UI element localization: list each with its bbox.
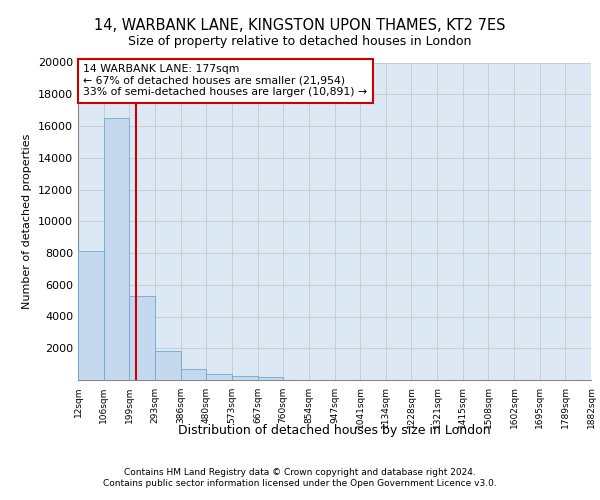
Text: 854sqm: 854sqm [304, 386, 313, 422]
Text: 1415sqm: 1415sqm [458, 386, 467, 428]
Bar [78, 252, 104, 380]
Text: 1321sqm: 1321sqm [433, 386, 442, 428]
Text: 12sqm: 12sqm [74, 386, 83, 417]
Text: 14, WARBANK LANE, KINGSTON UPON THAMES, KT2 7ES: 14, WARBANK LANE, KINGSTON UPON THAMES, … [94, 18, 506, 32]
Text: 293sqm: 293sqm [151, 386, 160, 422]
Bar [257, 376, 283, 380]
Text: 14 WARBANK LANE: 177sqm
← 67% of detached houses are smaller (21,954)
33% of sem: 14 WARBANK LANE: 177sqm ← 67% of detache… [83, 64, 367, 98]
Text: 667sqm: 667sqm [253, 386, 262, 422]
Text: 199sqm: 199sqm [125, 386, 134, 422]
Text: 1041sqm: 1041sqm [356, 386, 365, 428]
Text: Size of property relative to detached houses in London: Size of property relative to detached ho… [128, 35, 472, 48]
Bar [104, 118, 130, 380]
Bar [181, 369, 206, 380]
Text: 760sqm: 760sqm [279, 386, 288, 422]
Bar [130, 296, 155, 380]
Text: 1134sqm: 1134sqm [382, 386, 391, 428]
X-axis label: Distribution of detached houses by size in London: Distribution of detached houses by size … [178, 424, 491, 437]
Text: 1508sqm: 1508sqm [484, 386, 493, 428]
Y-axis label: Number of detached properties: Number of detached properties [22, 134, 32, 309]
Text: 1228sqm: 1228sqm [407, 386, 416, 428]
Bar [232, 376, 257, 380]
Bar [155, 352, 181, 380]
Text: 1602sqm: 1602sqm [509, 386, 518, 428]
Text: 1695sqm: 1695sqm [535, 386, 544, 428]
Text: Contains HM Land Registry data © Crown copyright and database right 2024.
Contai: Contains HM Land Registry data © Crown c… [103, 468, 497, 487]
Text: 947sqm: 947sqm [330, 386, 339, 422]
Bar [206, 374, 232, 380]
Text: 386sqm: 386sqm [176, 386, 185, 422]
Text: 480sqm: 480sqm [202, 386, 211, 422]
Text: 573sqm: 573sqm [227, 386, 236, 422]
Text: 106sqm: 106sqm [99, 386, 108, 422]
Text: 1882sqm: 1882sqm [587, 386, 596, 428]
Text: 1789sqm: 1789sqm [561, 386, 570, 428]
